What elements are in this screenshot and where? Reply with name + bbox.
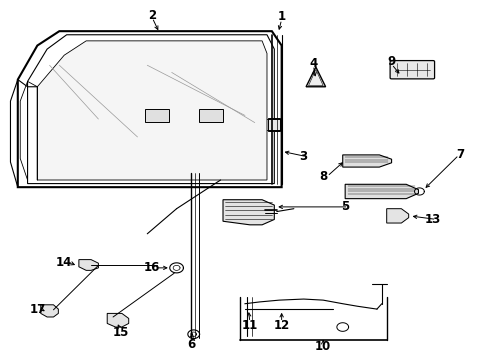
Text: 12: 12	[273, 319, 290, 332]
Text: 5: 5	[341, 201, 349, 213]
Bar	[198, 109, 223, 122]
Polygon shape	[387, 209, 409, 223]
Text: 1: 1	[277, 10, 286, 23]
Text: 10: 10	[315, 340, 331, 353]
Polygon shape	[79, 260, 98, 270]
Text: 4: 4	[309, 57, 318, 70]
Text: 15: 15	[112, 326, 128, 339]
Text: 16: 16	[144, 261, 160, 274]
Text: 7: 7	[456, 148, 464, 161]
Text: 2: 2	[148, 9, 156, 22]
Text: 14: 14	[56, 256, 73, 269]
Text: 8: 8	[319, 170, 327, 183]
Text: 6: 6	[187, 338, 196, 351]
Bar	[145, 109, 169, 122]
Text: 13: 13	[425, 213, 441, 226]
Polygon shape	[223, 200, 274, 225]
Text: 3: 3	[299, 150, 308, 163]
Polygon shape	[345, 184, 418, 199]
Bar	[268, 118, 280, 131]
Polygon shape	[41, 305, 58, 317]
Polygon shape	[306, 67, 326, 87]
Text: 17: 17	[29, 303, 46, 316]
FancyBboxPatch shape	[390, 60, 435, 79]
Text: 11: 11	[242, 319, 258, 332]
Polygon shape	[37, 41, 267, 180]
Text: 9: 9	[388, 55, 396, 68]
Polygon shape	[343, 155, 392, 167]
Polygon shape	[107, 314, 129, 327]
